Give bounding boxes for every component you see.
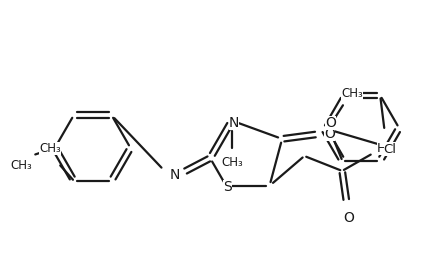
Text: CH₃: CH₃	[10, 159, 32, 172]
Text: S: S	[223, 180, 232, 194]
Text: CH₃: CH₃	[39, 142, 61, 155]
Text: O: O	[325, 116, 336, 130]
Text: Cl: Cl	[384, 143, 396, 156]
Text: O: O	[344, 211, 354, 225]
Text: N: N	[170, 168, 180, 182]
Text: O: O	[325, 127, 336, 141]
Text: CH₃: CH₃	[342, 87, 363, 100]
Text: N: N	[229, 116, 239, 130]
Text: HN: HN	[377, 142, 397, 154]
Text: CH₃: CH₃	[221, 156, 243, 169]
